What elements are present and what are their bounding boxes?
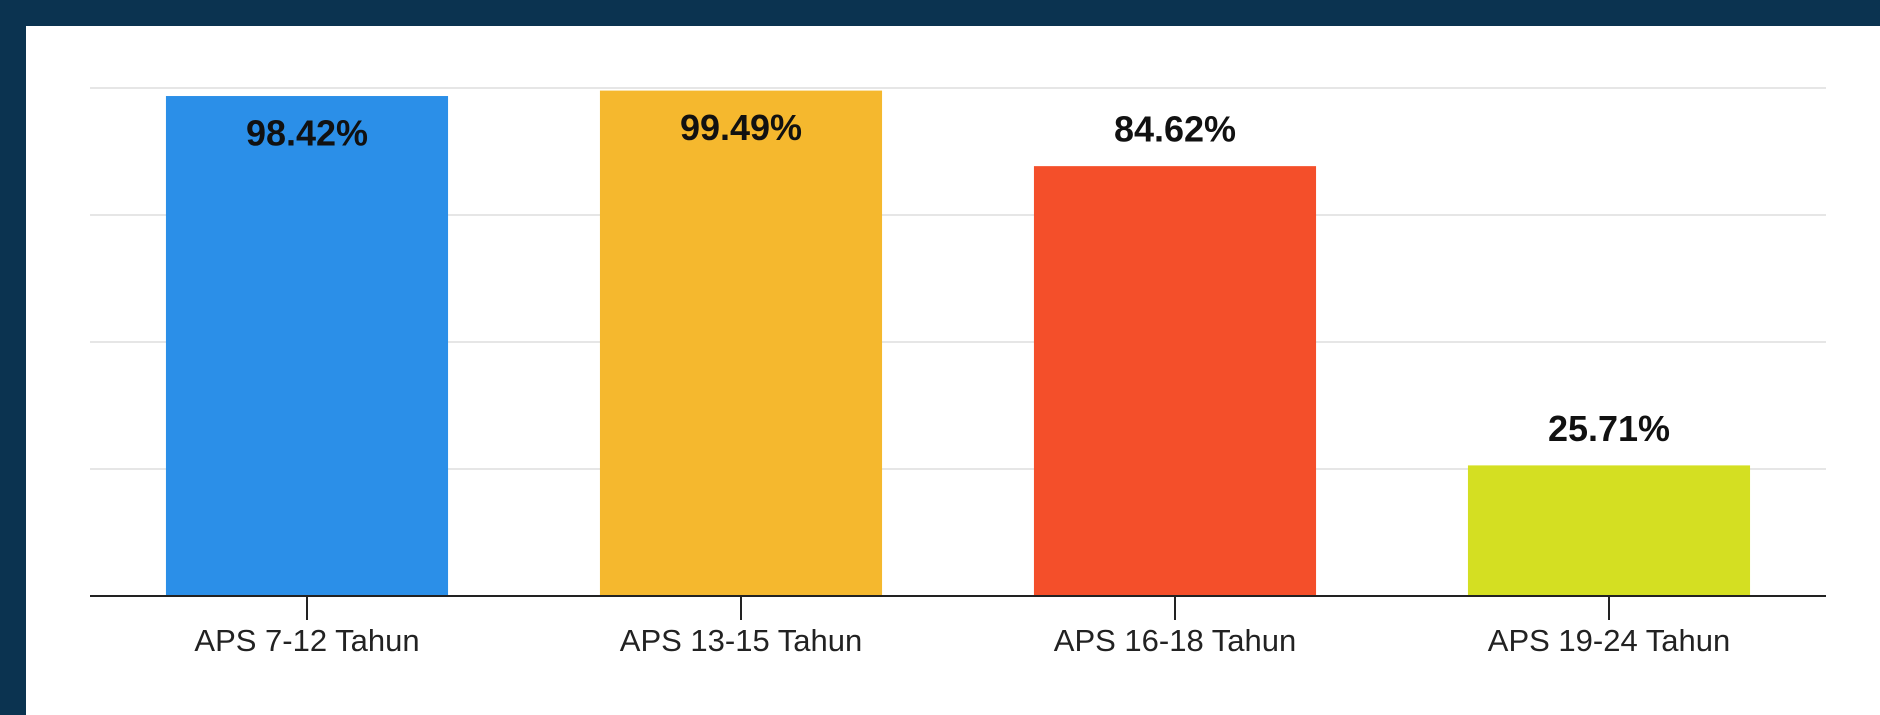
x-tick-label: APS 16-18 Tahun: [1054, 623, 1296, 658]
x-tick-label: APS 13-15 Tahun: [620, 623, 862, 658]
bar: [1033, 166, 1317, 596]
value-label: 99.49%: [680, 107, 802, 148]
bar: [599, 90, 883, 597]
bar: [1467, 465, 1751, 596]
value-label: 98.42%: [246, 113, 368, 154]
x-tick-label: APS 19-24 Tahun: [1488, 623, 1730, 658]
value-label: 25.71%: [1548, 408, 1670, 449]
bar: [165, 96, 449, 596]
x-tick-label: APS 7-12 Tahun: [194, 623, 419, 658]
value-label: 84.62%: [1114, 109, 1236, 150]
